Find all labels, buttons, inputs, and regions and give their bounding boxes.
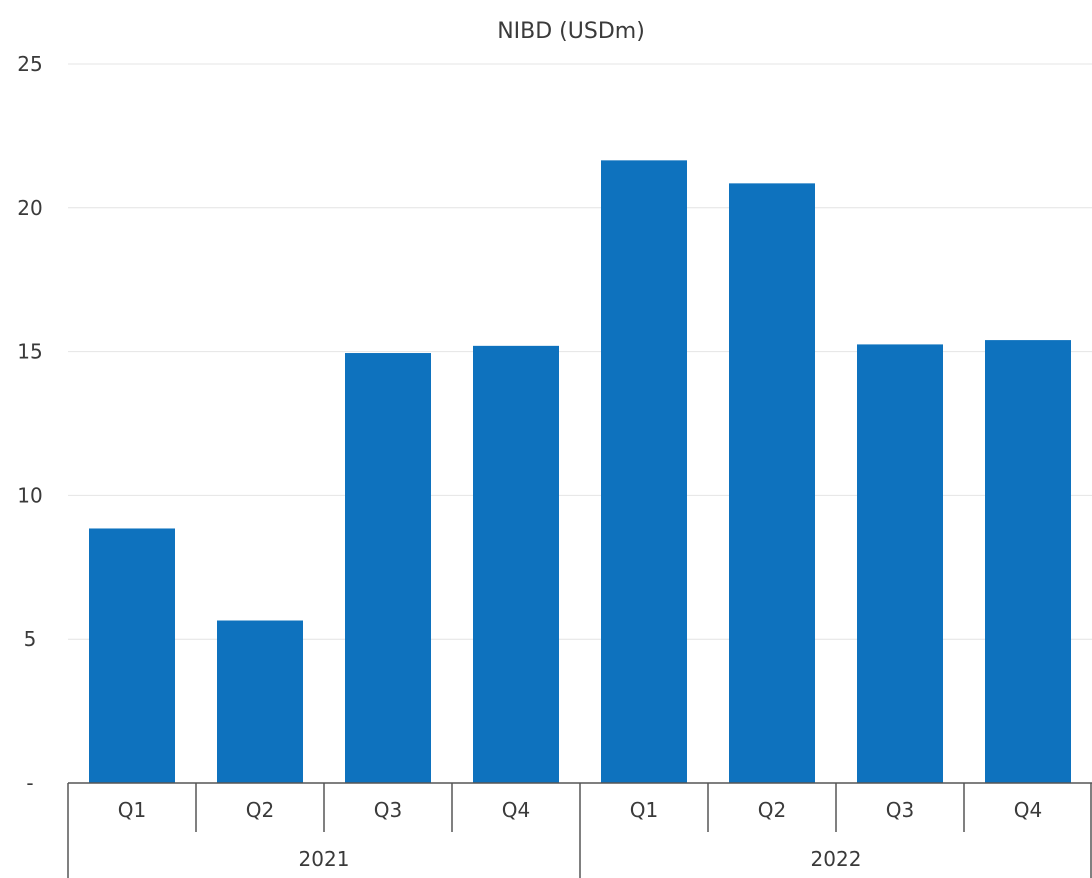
y-tick-label: 25 bbox=[17, 52, 42, 76]
bar bbox=[729, 183, 815, 783]
bar bbox=[473, 345, 559, 783]
x-tick-label: Q3 bbox=[886, 798, 914, 822]
x-group-label: 2021 bbox=[299, 847, 350, 871]
x-tick-label: Q4 bbox=[1014, 798, 1042, 822]
x-tick-label: Q2 bbox=[758, 798, 786, 822]
y-tick-label: 5 bbox=[24, 627, 37, 651]
y-tick-label: 10 bbox=[17, 483, 42, 507]
x-tick-label: Q3 bbox=[374, 798, 402, 822]
y-tick-label: 15 bbox=[17, 340, 42, 364]
bar bbox=[345, 353, 431, 783]
bar bbox=[857, 344, 943, 783]
x-tick-label: Q1 bbox=[118, 798, 146, 822]
bar bbox=[601, 160, 687, 783]
y-tick-label: - bbox=[26, 771, 33, 795]
y-axis-ticks: - 5 10 15 20 25 bbox=[17, 52, 42, 795]
bar bbox=[217, 620, 303, 783]
y-tick-label: 20 bbox=[17, 196, 42, 220]
x-axis: Q1 Q2 Q3 Q4 Q1 Q2 Q3 Q4 2021 2022 bbox=[67, 782, 1092, 878]
x-tick-label: Q4 bbox=[502, 798, 530, 822]
x-group-label: 2022 bbox=[811, 847, 862, 871]
chart-title: NIBD (USDm) bbox=[497, 19, 645, 44]
bar bbox=[985, 340, 1071, 783]
bars bbox=[89, 160, 1071, 783]
x-tick-label: Q1 bbox=[630, 798, 658, 822]
x-tick-label: Q2 bbox=[246, 798, 274, 822]
bar bbox=[89, 528, 175, 783]
